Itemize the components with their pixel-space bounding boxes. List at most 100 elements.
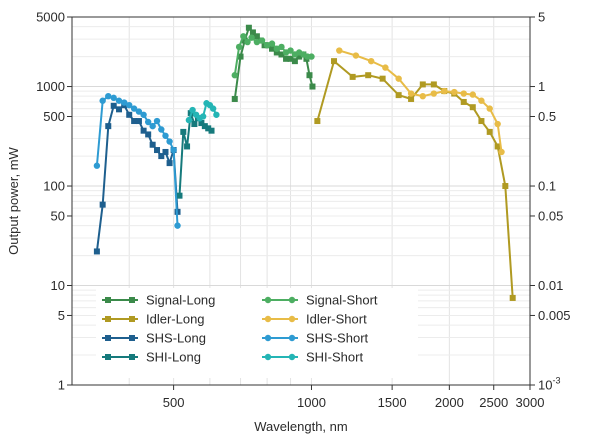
data-point [149, 122, 156, 130]
data-point [110, 94, 117, 102]
data-point [336, 47, 343, 54]
data-point [135, 118, 142, 125]
data-point [153, 117, 161, 125]
data-point [478, 118, 485, 125]
data-point [253, 33, 260, 40]
data-point [283, 55, 290, 62]
legend-marker [264, 296, 272, 304]
series-signal-short [231, 33, 315, 79]
x-axis-title: Wavelength, nm [254, 419, 347, 434]
data-point [244, 38, 251, 46]
data-point [180, 128, 187, 135]
data-point [408, 95, 415, 102]
data-point [166, 138, 173, 145]
legend-marker [264, 334, 272, 342]
data-point [189, 106, 196, 114]
data-point [240, 33, 247, 40]
data-point [158, 153, 165, 160]
data-point [509, 294, 516, 301]
data-point [494, 120, 501, 128]
plot-area-frame [71, 16, 531, 386]
data-point [231, 95, 238, 102]
legend-label: SHI-Long [146, 350, 201, 365]
data-point [451, 88, 458, 96]
data-point [498, 148, 505, 156]
data-point [309, 83, 316, 90]
data-point [441, 87, 448, 95]
data-point [162, 132, 169, 139]
data-point [199, 113, 207, 120]
data-point [209, 105, 217, 112]
data-point [249, 29, 256, 36]
data-point [116, 106, 123, 113]
data-point [486, 128, 493, 135]
series-layer [93, 24, 516, 301]
data-point [269, 45, 276, 52]
data-point [174, 222, 181, 229]
data-point [349, 73, 356, 80]
y2-tick-label: 10-3 [538, 376, 560, 393]
legend-label: Idler-Long [146, 312, 205, 327]
data-point [494, 143, 501, 150]
y2-tick-label: 0.5 [538, 109, 556, 124]
data-point [149, 141, 156, 148]
legend-item: SHI-Long [102, 350, 201, 365]
y-tick-label: 500 [43, 109, 65, 124]
data-point [158, 126, 165, 133]
data-point [419, 81, 426, 88]
data-point [184, 143, 191, 150]
data-point [278, 43, 285, 51]
data-point [352, 52, 360, 59]
data-point [176, 192, 183, 199]
data-point [201, 123, 208, 130]
data-point [331, 58, 338, 65]
series-shi-long [176, 110, 215, 199]
legend-label: SHS-Short [306, 331, 369, 346]
y-tick-label: 50 [51, 208, 65, 223]
y-tick-label: 1000 [36, 79, 65, 94]
legend-marker [105, 297, 111, 303]
legend-item: Signal-Short [262, 293, 378, 308]
data-point [248, 34, 255, 41]
legend-marker [264, 353, 272, 361]
y-axis-right: 10-3 0.005 0.01 0.05 0.1 0.5 1 5 [530, 10, 571, 393]
data-point [287, 47, 294, 54]
data-point [278, 51, 285, 58]
data-point [130, 105, 138, 112]
y-tick-label: 1 [58, 378, 65, 393]
data-point [430, 81, 437, 88]
data-point [140, 127, 147, 134]
data-point [205, 125, 212, 132]
data-point [263, 42, 271, 49]
data-point [258, 37, 266, 44]
data-point [478, 97, 485, 104]
data-point [296, 53, 303, 60]
y-axis-left: 1 5 10 50 100 500 1000 5000 [36, 10, 72, 393]
data-point [486, 105, 493, 112]
data-point [208, 127, 215, 134]
legend-marker [105, 316, 111, 322]
data-point [306, 72, 313, 79]
data-point [99, 97, 106, 104]
data-point [460, 98, 467, 105]
x-tick-label: 3000 [516, 395, 545, 410]
data-point [105, 92, 112, 100]
data-point [126, 101, 133, 109]
data-point [145, 131, 152, 138]
data-point [268, 40, 276, 47]
data-point [395, 92, 402, 99]
data-point [198, 120, 205, 127]
y-tick-label: 100 [43, 179, 65, 194]
data-point [213, 111, 220, 118]
x-tick-label: 1000 [297, 395, 326, 410]
legend-marker [288, 353, 296, 361]
y2-tick-label: 0.005 [538, 308, 571, 323]
data-point [237, 53, 244, 60]
legend-marker [129, 297, 135, 303]
y-tick-label: 5 [58, 308, 65, 323]
data-point [144, 118, 152, 126]
legend-item: Idler-Short [262, 312, 367, 327]
data-point [430, 90, 438, 97]
data-point [120, 99, 128, 106]
x-tick-label: 2500 [479, 395, 508, 410]
